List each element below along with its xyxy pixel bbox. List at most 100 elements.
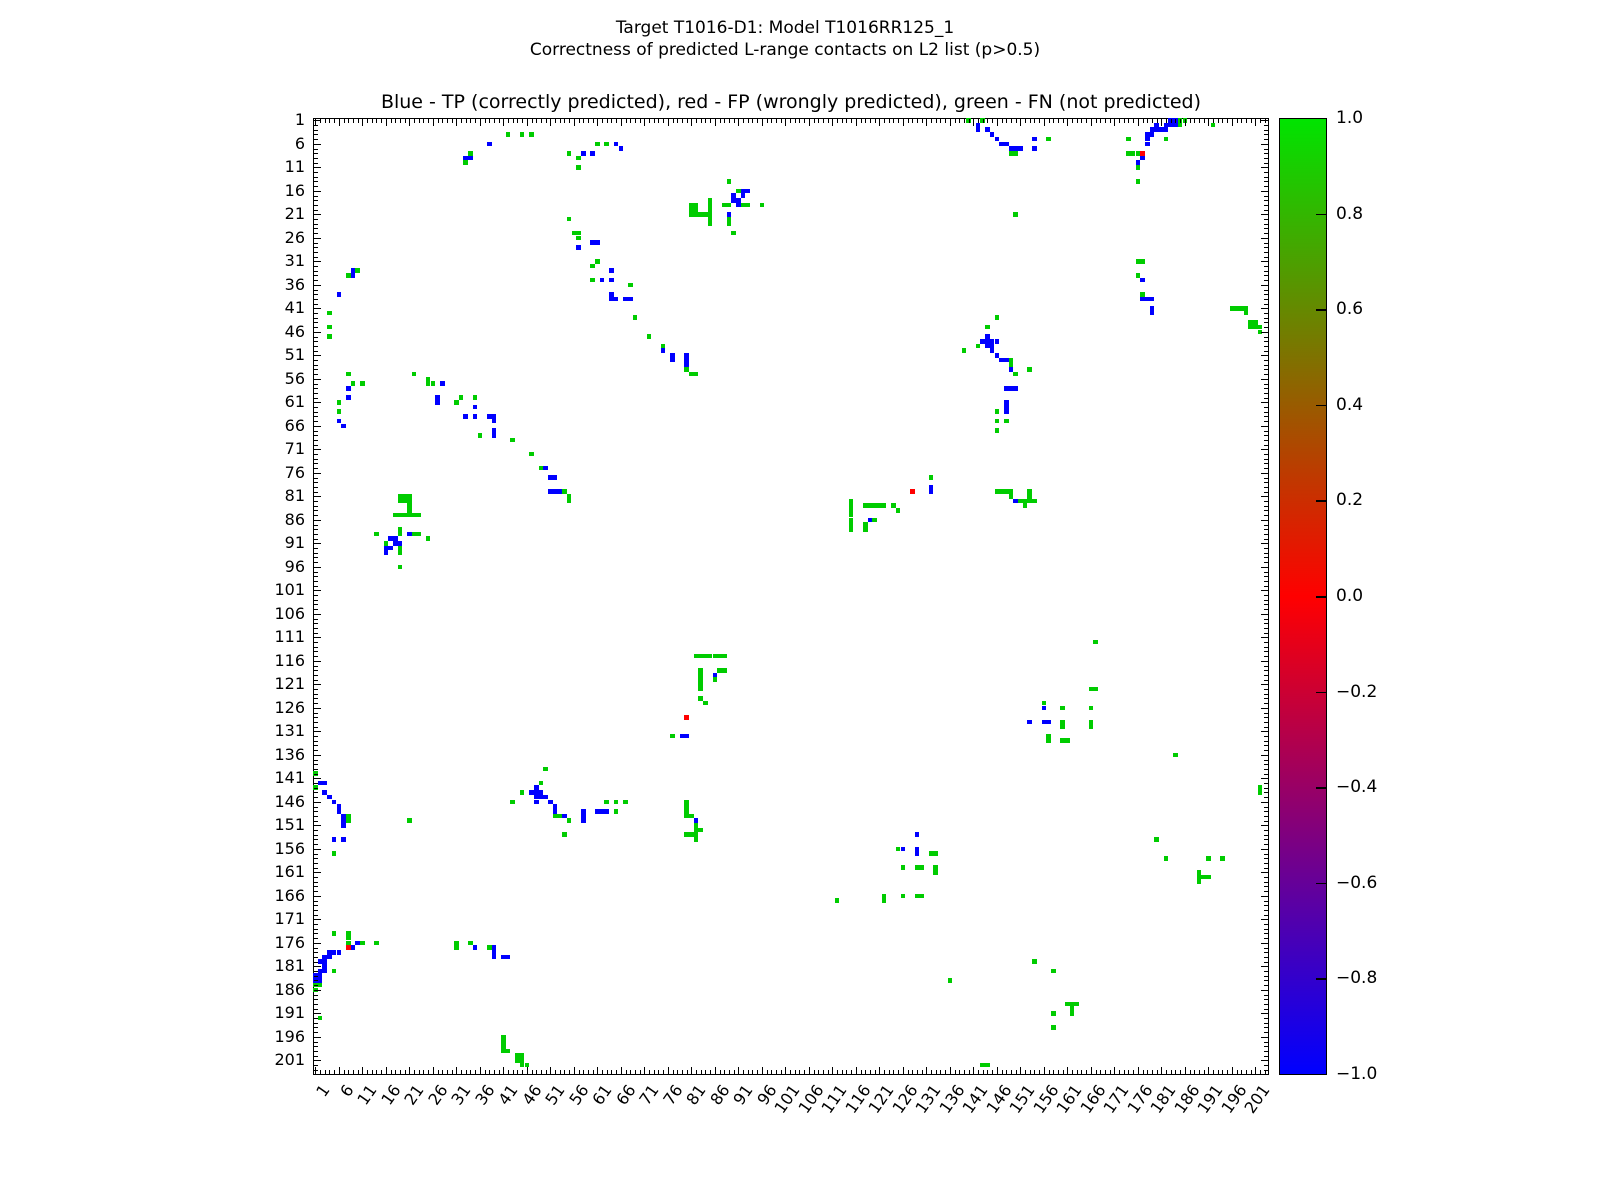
fn-cell	[693, 202, 699, 208]
x-axis-tick	[357, 1070, 359, 1074]
y-axis-tick	[1264, 632, 1268, 634]
fn-cell	[740, 202, 746, 208]
y-axis-tick	[314, 397, 318, 399]
x-axis-tick	[996, 119, 998, 126]
y-axis-tick	[1264, 491, 1268, 493]
x-axis-tick	[832, 119, 834, 126]
x-axis-tick	[686, 1070, 688, 1074]
x-axis-tick	[822, 119, 824, 123]
x-axis-tick	[724, 119, 726, 123]
y-axis-tick	[314, 388, 318, 390]
colorbar-tick-label: 0.4	[1336, 394, 1364, 415]
y-axis-tick	[314, 1050, 318, 1052]
x-axis-tick	[315, 119, 317, 126]
y-axis-tick	[314, 369, 318, 371]
fn-cell	[345, 273, 351, 278]
colorbar-tick-label: −0.8	[1336, 968, 1378, 989]
fn-cell	[1022, 498, 1028, 504]
y-axis-tick	[314, 392, 318, 394]
x-axis-tick	[611, 1070, 613, 1074]
fn-cell	[670, 733, 675, 739]
y-axis-tick	[1264, 275, 1268, 277]
x-axis-tick	[1208, 1067, 1210, 1074]
x-axis-tick	[1119, 1070, 1121, 1074]
fn-cell	[726, 179, 732, 184]
fn-cell	[350, 381, 356, 386]
fn-cell	[712, 677, 718, 682]
x-axis-tick	[710, 1070, 712, 1074]
fn-cell	[721, 202, 727, 208]
y-axis-tick	[1264, 830, 1268, 832]
y-axis-tick	[314, 585, 318, 587]
x-axis-tick	[465, 1070, 467, 1074]
x-axis-tick	[367, 1070, 369, 1074]
y-axis-tick	[314, 186, 318, 188]
y-axis-tick	[1261, 778, 1268, 780]
y-axis-tick-label: 26	[284, 227, 305, 247]
y-axis-tick	[1264, 256, 1268, 258]
y-axis-tick	[314, 510, 318, 512]
x-axis-tick	[963, 1070, 965, 1074]
tp-cell	[985, 343, 990, 349]
fn-cell	[994, 418, 1000, 424]
x-axis-tick	[573, 1067, 575, 1074]
y-axis-tick	[314, 204, 318, 206]
y-axis-tick-label: 56	[284, 368, 305, 388]
y-axis-tick	[314, 237, 321, 239]
x-axis-tick	[620, 1067, 622, 1074]
fn-cell	[717, 653, 722, 659]
x-axis-tick	[409, 119, 411, 126]
y-axis-tick	[314, 891, 318, 893]
fn-cell	[562, 832, 567, 838]
x-axis-tick	[851, 119, 853, 123]
y-axis-tick	[314, 783, 318, 785]
y-axis-tick	[314, 167, 321, 169]
y-axis-tick	[314, 660, 321, 662]
x-axis-tick	[691, 1067, 693, 1074]
fn-cell	[331, 931, 337, 936]
x-axis-tick	[540, 1070, 542, 1074]
fn-cell	[327, 324, 332, 330]
x-axis-tick	[775, 1070, 777, 1074]
x-axis-tick	[1147, 1070, 1149, 1074]
y-axis-tick	[1261, 143, 1268, 145]
y-axis-tick	[1264, 1065, 1268, 1067]
x-axis-tick-label-text: 11	[353, 1081, 381, 1109]
y-axis-tick	[1264, 820, 1268, 822]
fn-cell	[698, 653, 704, 659]
fn-cell	[689, 212, 694, 217]
tp-cell	[336, 418, 342, 424]
x-axis-tick	[804, 1070, 806, 1074]
fn-cell	[468, 150, 473, 156]
tp-cell	[529, 790, 534, 795]
fn-cell	[407, 508, 412, 513]
y-axis-tick	[314, 811, 318, 813]
y-axis-tick-label: 11	[284, 157, 305, 177]
fn-cell	[345, 931, 351, 936]
fn-cell	[411, 371, 417, 377]
y-axis-tick	[314, 632, 318, 634]
y-axis-tick	[1264, 867, 1268, 869]
x-axis-tick	[855, 119, 857, 126]
fn-cell	[1253, 324, 1258, 330]
fn-cell	[895, 508, 901, 513]
fn-cell	[1177, 122, 1183, 128]
x-axis-tick	[747, 1070, 749, 1074]
x-axis-tick	[616, 1070, 618, 1074]
y-axis-tick	[1264, 350, 1268, 352]
y-axis-tick	[1264, 1032, 1268, 1034]
fn-cell	[524, 1062, 530, 1068]
x-axis-tick	[1006, 1070, 1008, 1074]
x-axis-tick	[1081, 119, 1083, 123]
x-axis-tick	[583, 119, 585, 123]
x-axis-tick	[1180, 119, 1182, 123]
y-axis-tick	[314, 745, 318, 747]
fn-cell	[867, 503, 873, 509]
tp-cell	[1154, 127, 1159, 133]
x-axis-tick	[1175, 1070, 1177, 1074]
x-axis-tick	[719, 119, 721, 123]
fn-cell	[552, 813, 558, 819]
y-axis-tick	[1261, 472, 1268, 474]
y-axis-tick	[314, 468, 318, 470]
x-axis-tick	[475, 119, 477, 123]
